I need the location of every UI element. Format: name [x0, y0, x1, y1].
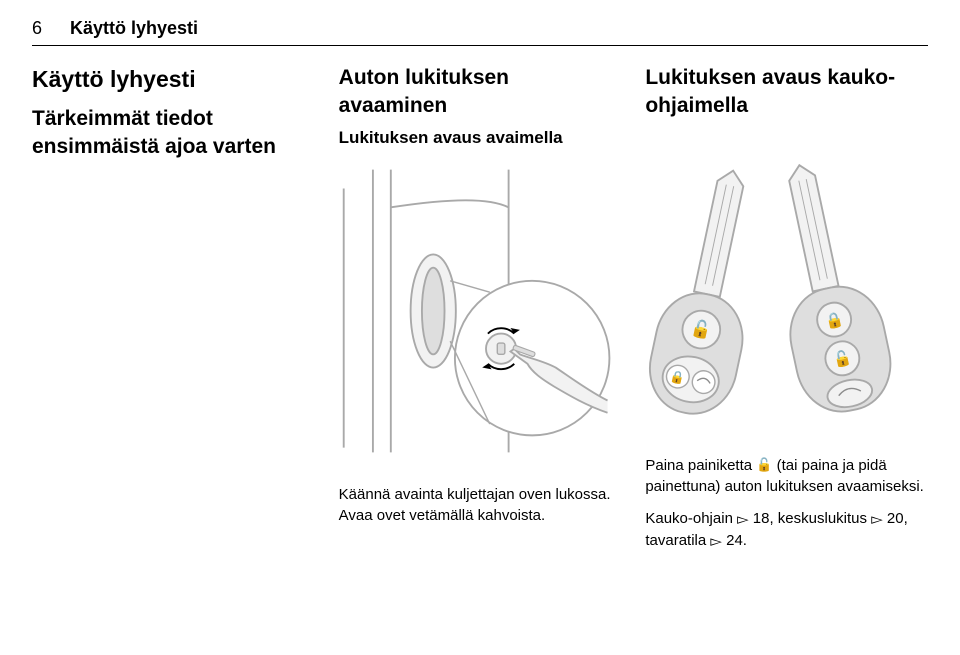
page: 6 Käyttö lyhyesti Käyttö lyhyesti Tärkei… [0, 0, 960, 655]
ref-arrow-icon: ▻ [737, 509, 749, 531]
col3-para1-prefix: Paina painiketta [645, 457, 756, 474]
columns: Käyttö lyhyesti Tärkeimmät tiedot ensimm… [32, 64, 928, 562]
column-3: Lukituksen avaus kauko-ohjaimella [645, 64, 928, 562]
page-header: 6 Käyttö lyhyesti [32, 18, 928, 39]
col1-subtitle: Tärkeimmät tiedot ensimmäistä ajoa varte… [32, 105, 315, 162]
remote-key-svg: 🔓 🔒 🔒 🔓 [645, 127, 928, 437]
col3-para2-d: 24. [722, 532, 747, 549]
col3-title: Lukituksen avaus kauko-ohjaimella [645, 64, 928, 121]
col3-para2-a: Kauko-ohjain [645, 510, 737, 527]
col2-caption: Käännä avainta kuljettajan oven lukossa.… [339, 484, 622, 528]
remote-key-illustration: 🔓 🔒 🔒 🔓 [645, 127, 928, 437]
col3-para2-b: 18, keskuslukitus [749, 510, 872, 527]
col2-title: Auton lukituksen avaaminen [339, 64, 622, 121]
col3-para2: Kauko-ohjain ▻ 18, keskuslukitus ▻ 20, t… [645, 508, 928, 552]
column-1: Käyttö lyhyesti Tärkeimmät tiedot ensimm… [32, 64, 315, 562]
page-number: 6 [32, 18, 42, 39]
section-title: Käyttö lyhyesti [70, 18, 198, 39]
ref-arrow-icon: ▻ [710, 531, 722, 553]
col1-title: Käyttö lyhyesti [32, 64, 315, 95]
door-key-svg [339, 156, 622, 466]
column-2: Auton lukituksen avaaminen Lukituksen av… [339, 64, 622, 562]
unlock-icon: 🔓 [756, 456, 772, 475]
col3-para1: Paina painiketta 🔓 (tai paina ja pidä pa… [645, 455, 928, 499]
door-key-illustration [339, 156, 622, 466]
header-rule [32, 45, 928, 46]
ref-arrow-icon: ▻ [871, 509, 883, 531]
col2-subtitle: Lukituksen avaus avaimella [339, 127, 622, 150]
